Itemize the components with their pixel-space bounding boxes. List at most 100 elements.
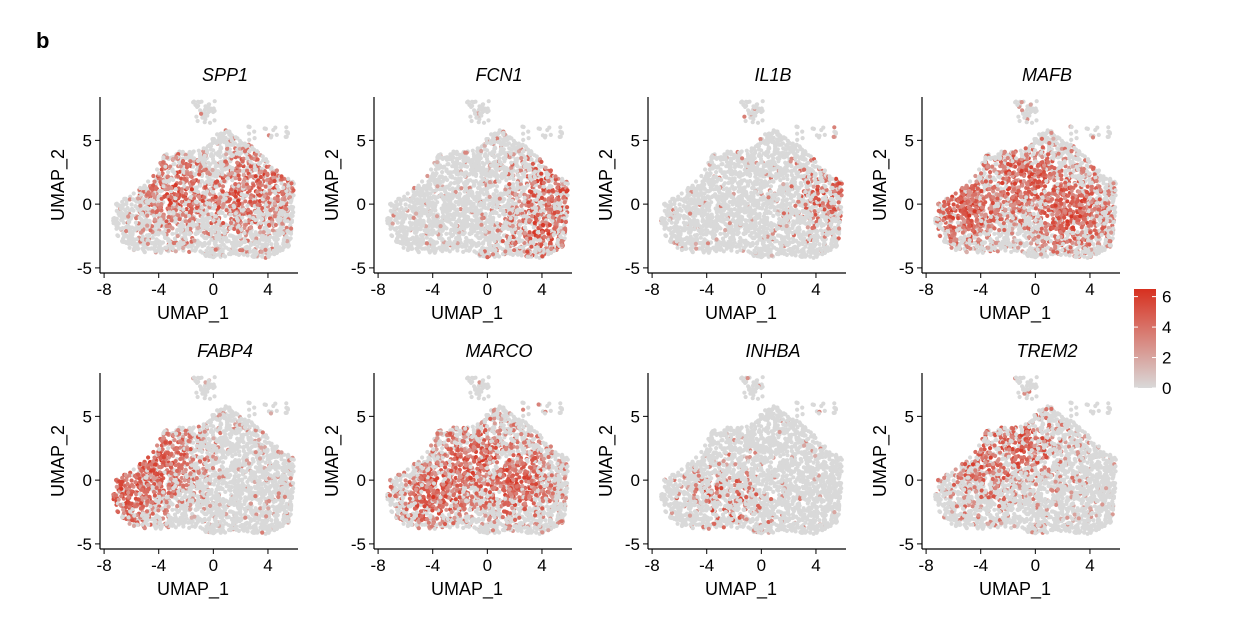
x-tick-label: -4	[151, 280, 166, 299]
cell-point	[278, 226, 283, 231]
cell-point	[254, 167, 259, 172]
cell-point	[213, 194, 218, 199]
cell-point	[195, 118, 200, 124]
cell-point	[148, 228, 153, 233]
cell-point	[458, 178, 463, 183]
cell-point	[460, 162, 465, 168]
cell-point	[156, 232, 161, 237]
cell-point	[432, 250, 437, 255]
cell-point	[394, 203, 399, 208]
cell-point	[223, 159, 228, 164]
cell-point	[178, 239, 183, 244]
cell-point	[527, 218, 532, 223]
cell-point	[538, 209, 543, 214]
cell-point	[484, 137, 489, 142]
cell-point	[446, 171, 451, 176]
cell-point	[522, 199, 527, 204]
cell-point	[563, 226, 568, 231]
cell-point	[238, 248, 243, 253]
cell-point	[446, 162, 451, 167]
cell-point	[430, 232, 435, 237]
cell-point	[214, 140, 219, 145]
cell-point	[426, 217, 431, 222]
cell-point	[143, 219, 148, 225]
cell-point	[507, 182, 512, 187]
cell-point	[496, 131, 501, 136]
cell-point	[205, 148, 210, 154]
cell-point	[414, 211, 419, 216]
cell-point	[192, 238, 197, 243]
cell-point	[125, 205, 130, 211]
cell-point	[183, 236, 188, 241]
cell-point	[209, 237, 214, 242]
cell-point	[442, 200, 447, 206]
cell-point	[114, 208, 119, 213]
cell-point	[425, 213, 430, 218]
cell-points	[659, 99, 844, 260]
cell-point	[180, 150, 185, 155]
cell-point	[428, 237, 433, 242]
cell-point	[211, 160, 216, 165]
cell-point	[548, 132, 553, 137]
cell-point	[480, 216, 485, 221]
cell-point	[284, 125, 289, 130]
cell-point	[517, 222, 523, 227]
cell-point	[250, 236, 255, 241]
cell-point	[495, 221, 500, 226]
cell-point	[245, 143, 250, 148]
cell-point	[488, 140, 493, 145]
cell-point	[206, 216, 211, 221]
cell-point	[526, 129, 531, 134]
cell-point	[286, 176, 291, 181]
cell-point	[120, 203, 125, 208]
cell-point	[171, 210, 176, 215]
cell-point	[556, 218, 562, 223]
cell-point	[452, 239, 457, 244]
cell-point	[202, 120, 207, 125]
cell-point	[213, 239, 218, 245]
cell-point	[546, 201, 551, 206]
cell-point	[246, 185, 252, 190]
cell-point	[231, 203, 236, 208]
cell-point	[255, 189, 260, 195]
cell-point	[407, 220, 412, 225]
cell-point	[243, 239, 248, 244]
cell-point	[144, 233, 150, 238]
cell-point	[444, 231, 449, 236]
cell-point	[163, 164, 168, 169]
cell-point	[237, 177, 242, 182]
cell-point	[492, 145, 497, 150]
cell-point	[437, 164, 442, 169]
cell-point	[424, 241, 429, 246]
cell-point	[550, 215, 555, 220]
cell-point	[548, 168, 554, 173]
y-tick-label: -5	[351, 259, 366, 278]
cell-point	[459, 226, 464, 231]
cell-point	[505, 203, 510, 208]
cell-point	[287, 230, 292, 235]
cell-point	[420, 190, 425, 195]
cell-point	[390, 221, 395, 226]
cell-point	[481, 165, 486, 170]
cell-point	[500, 239, 505, 244]
cell-point	[258, 174, 263, 180]
cell-point	[516, 230, 521, 236]
cell-point	[531, 180, 537, 185]
cell-point	[483, 211, 488, 217]
cell-point	[153, 186, 158, 191]
cell-point	[471, 152, 476, 157]
cell-point	[539, 159, 544, 164]
cell-point	[454, 227, 459, 233]
cell-point	[496, 179, 501, 184]
cell-point	[471, 168, 476, 174]
cell-point	[289, 219, 294, 225]
cell-point	[498, 152, 503, 157]
cell-point	[274, 132, 279, 137]
cell-point	[519, 203, 524, 208]
cell-point	[420, 179, 425, 184]
cell-point	[532, 174, 537, 180]
cell-point	[131, 247, 137, 252]
cell-point	[493, 169, 498, 174]
cell-point	[181, 207, 186, 212]
cell-point	[247, 214, 252, 219]
